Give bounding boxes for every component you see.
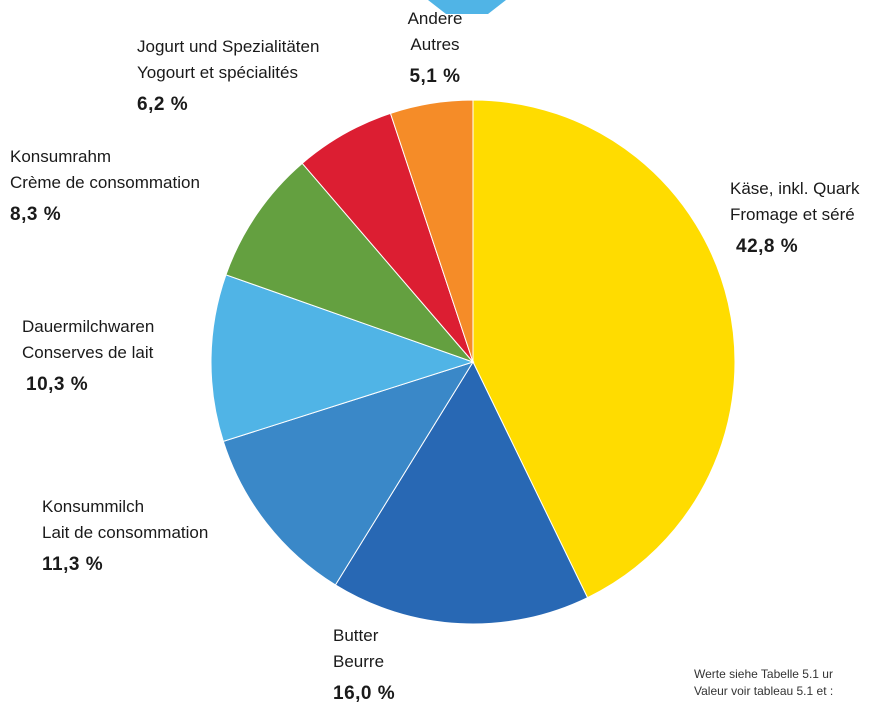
slice-value: 8,3 % xyxy=(10,204,62,225)
slice-value: 11,3 % xyxy=(42,554,104,575)
slice-label-fr: Conserves de lait xyxy=(22,343,154,362)
slice-label-de: Konsummilch xyxy=(42,497,145,516)
slice-label-yogurt: Jogurt und Spezialitäten Yogourt et spéc… xyxy=(137,34,319,118)
slice-label-de: Jogurt und Spezialitäten xyxy=(137,37,320,56)
slice-label-preserved-milk: Dauermilchwaren Conserves de lait 10,3 % xyxy=(22,314,154,398)
slice-label-de: Andere xyxy=(407,9,463,28)
slice-label-butter: Butter Beurre 16,0 % xyxy=(333,623,395,705)
slice-milk xyxy=(222,361,475,586)
slice-label-fr: Beurre xyxy=(333,652,385,671)
slice-label-cream: Konsumrahm Crème de consommation 8,3 % xyxy=(10,144,200,228)
slice-label-fr: Autres xyxy=(410,35,460,54)
slice-label-de: Dauermilchwaren xyxy=(22,317,155,336)
slice-butter xyxy=(334,360,589,625)
slice-label-fr: Lait de consommation xyxy=(42,523,209,542)
top-marker-shape xyxy=(428,0,506,14)
slice-label-milk: Konsummilch Lait de consommation 11,3 % xyxy=(42,494,208,578)
slice-value: 10,3 % xyxy=(26,374,89,395)
slice-label-fr: Fromage et séré xyxy=(730,205,855,224)
slice-value: 6,2 % xyxy=(137,94,189,115)
slice-label-fr: Yogourt et spécialités xyxy=(137,63,298,82)
slice-label-de: Butter xyxy=(333,626,379,645)
slice-value: 16,0 % xyxy=(333,683,396,704)
slice-label-de: Käse, inkl. Quark xyxy=(730,179,860,198)
slice-other xyxy=(389,99,474,363)
slice-label-other: Andere Autres 5,1 % xyxy=(385,6,485,90)
slice-label-de: Konsumrahm xyxy=(10,147,112,166)
slice-label-fr: Crème de consommation xyxy=(10,173,200,192)
source-note-line-1: Werte siehe Tabelle 5.1 ur xyxy=(694,667,833,681)
source-note: Werte siehe Tabelle 5.1 ur Valeur voir t… xyxy=(694,666,833,700)
slice-value: 5,1 % xyxy=(409,66,461,87)
slice-cheese xyxy=(472,99,736,599)
slice-cream xyxy=(225,162,475,364)
slice-label-cheese: Käse, inkl. Quark Fromage et séré 42,8 % xyxy=(730,176,859,260)
slice-preserved-milk xyxy=(210,274,475,443)
slice-value: 42,8 % xyxy=(736,236,799,257)
source-note-line-2: Valeur voir tableau 5.1 et : xyxy=(694,684,834,698)
